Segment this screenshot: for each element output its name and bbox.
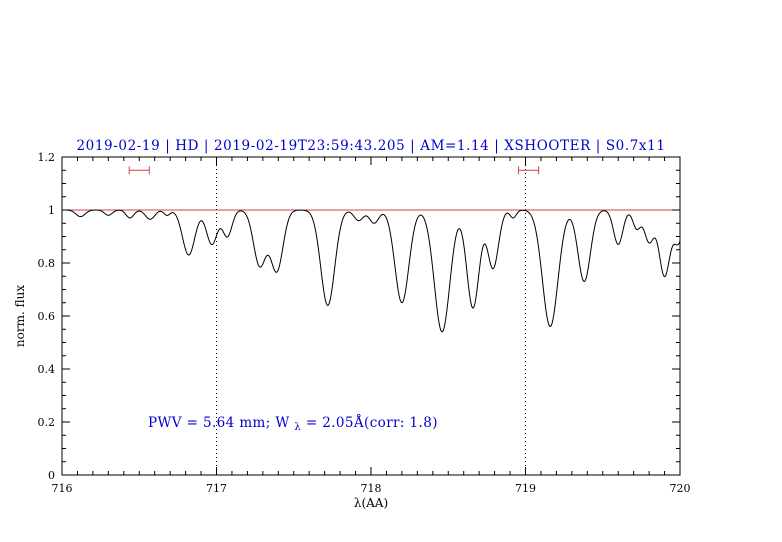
plot-title: 2019-02-19 | HD | 2019-02-19T23:59:43.20… (76, 138, 665, 154)
y-tick-label: 0.8 (38, 257, 56, 270)
x-tick-label: 717 (206, 482, 227, 495)
y-tick-label: 0.6 (38, 310, 56, 323)
plot-area: 716 717 718 719 720 0 0.2 0.4 0.6 0.8 1 1.2 (38, 151, 691, 495)
pwv-annotation-suffix: = 2.05Å(corr: 1.8) (306, 415, 438, 431)
x-tick-label: 716 (52, 482, 73, 495)
x-tick-label: 718 (361, 482, 382, 495)
y-tick-label: 0 (48, 469, 55, 482)
x-axis-label: λ(AA) (354, 496, 388, 510)
x-tick-label: 720 (670, 482, 691, 495)
spectrum-line (62, 209, 681, 333)
pwv-annotation-subscript: λ (294, 422, 301, 433)
pwv-annotation-prefix: PWV = 5.64 mm; W (148, 415, 290, 431)
y-tick-label: 0.2 (38, 416, 56, 429)
x-tick-label: 719 (515, 482, 536, 495)
pwv-annotation: PWV = 5.64 mm; W λ = 2.05Å(corr: 1.8) (148, 415, 438, 434)
y-tick-label: 1 (48, 204, 55, 217)
y-tick-label: 0.4 (38, 363, 56, 376)
y-tick-label: 1.2 (38, 151, 56, 164)
y-axis-label: norm. flux (13, 285, 27, 347)
